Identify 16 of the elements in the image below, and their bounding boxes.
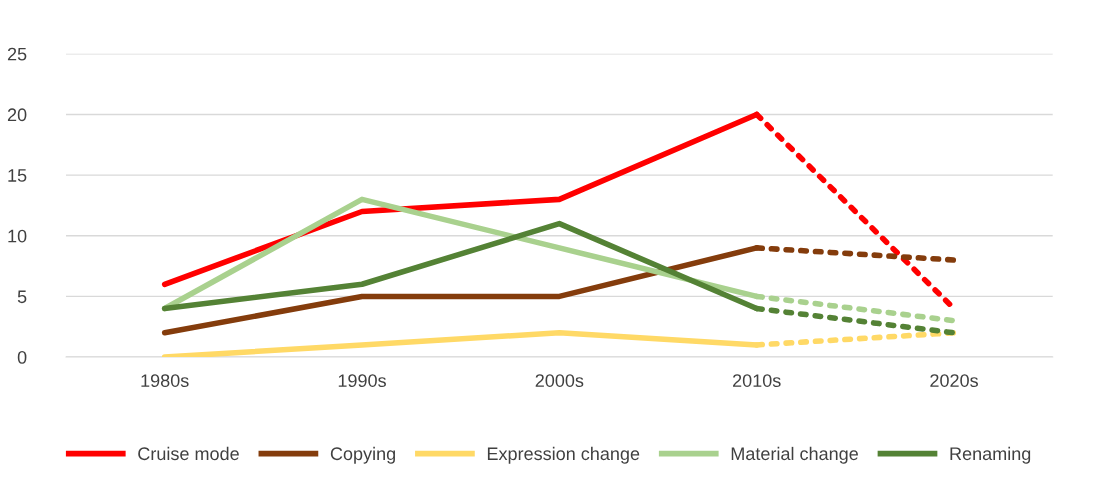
y-tick-label: 10 (8, 229, 27, 243)
y-tick-label: 20 (7, 108, 27, 122)
legend-label: Material change (731, 446, 858, 464)
legend-label: Copying (330, 446, 396, 464)
y-tick-label: 5 (17, 290, 27, 304)
x-tick-label: 2010s (733, 374, 781, 387)
y-tick-label: 15 (8, 169, 27, 182)
y-tick-label: 25 (7, 47, 27, 61)
y-tick-label: 0 (17, 351, 27, 364)
x-tick-label: 1990s (338, 374, 386, 387)
legend-label: Renaming (950, 446, 1031, 464)
x-tick-label: 2020s (930, 374, 978, 387)
legend-label: Cruise mode (138, 446, 239, 461)
legend-label: Expression change (487, 446, 640, 464)
x-tick-label: 1980s (141, 374, 189, 387)
x-tick-label: 2000s (535, 374, 584, 387)
